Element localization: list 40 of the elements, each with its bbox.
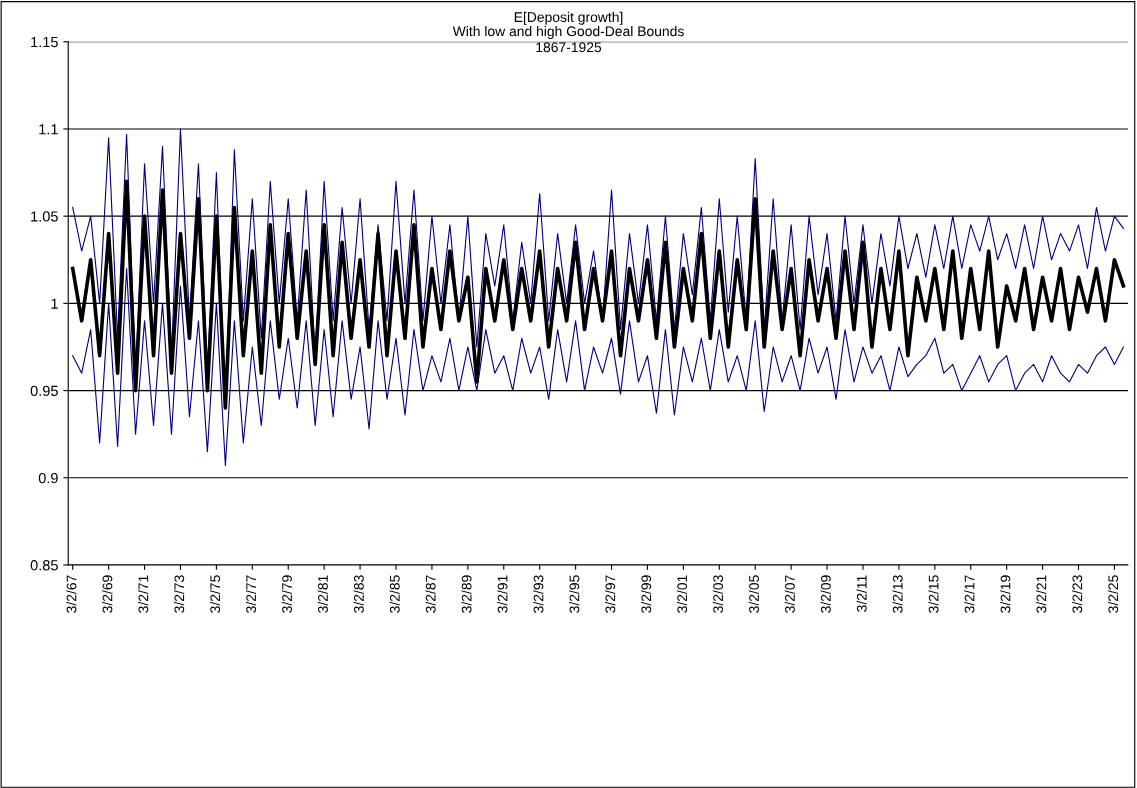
x-tick-label: 3/2/87 <box>425 575 436 613</box>
line-series <box>72 267 1124 467</box>
x-tick-label: 3/2/13 <box>892 575 903 613</box>
x-tick-label: 3/2/75 <box>209 575 221 613</box>
x-tick-label: 3/2/71 <box>138 575 149 613</box>
x-tick-label: 3/2/95 <box>569 575 580 613</box>
chart-title: E[Deposit growth] <box>514 11 623 25</box>
x-tick-label: 3/2/81 <box>317 575 328 613</box>
x-tick-label: 3/2/99 <box>640 575 652 613</box>
x-tick-label: 3/2/21 <box>1036 575 1047 613</box>
y-tick-label: 1.05 <box>31 211 58 222</box>
x-tick-label: 3/2/69 <box>102 575 113 613</box>
x-tick-label: 3/2/03 <box>712 575 724 613</box>
x-tick-label: 3/2/23 <box>1072 575 1083 613</box>
x-tick-label: 3/2/05 <box>748 575 759 613</box>
x-tick-label: 3/2/83 <box>353 575 364 613</box>
x-tick-label: 3/2/93 <box>533 575 544 613</box>
x-tick-label: 3/2/01 <box>676 575 688 613</box>
x-tick-label: 3/2/89 <box>461 575 472 613</box>
x-tick-label: 3/2/67 <box>66 575 77 613</box>
y-tick-label: 0.9 <box>38 472 58 484</box>
y-tick-label: 0.85 <box>30 560 58 571</box>
x-tick-label: 3/2/97 <box>605 575 616 613</box>
y-tick-label: 1.15 <box>31 37 58 48</box>
y-tick-label: 0.95 <box>30 385 58 397</box>
y-tick-label: 1 <box>51 298 58 309</box>
x-tick-label: 3/2/73 <box>174 575 185 613</box>
x-tick-label: 3/2/11 <box>856 575 867 612</box>
x-tick-label: 3/2/17 <box>964 575 975 613</box>
x-tick-label: 3/2/85 <box>389 575 400 613</box>
x-tick-label: 3/2/79 <box>281 575 292 613</box>
x-tick-label: 3/2/77 <box>245 575 257 613</box>
x-tick-label: 3/2/25 <box>1107 575 1119 613</box>
y-tick-label: 1.1 <box>39 124 58 135</box>
x-tick-label: 3/2/09 <box>820 575 831 613</box>
x-tick-label: 3/2/15 <box>928 575 939 613</box>
x-tick-label: 3/2/91 <box>497 575 508 613</box>
chart-subtitle: With low and high Good-Deal Bounds 1867-1925 <box>452 26 684 53</box>
x-tick-label: 3/2/07 <box>784 575 795 613</box>
x-tick-label: 3/2/19 <box>1000 575 1011 613</box>
